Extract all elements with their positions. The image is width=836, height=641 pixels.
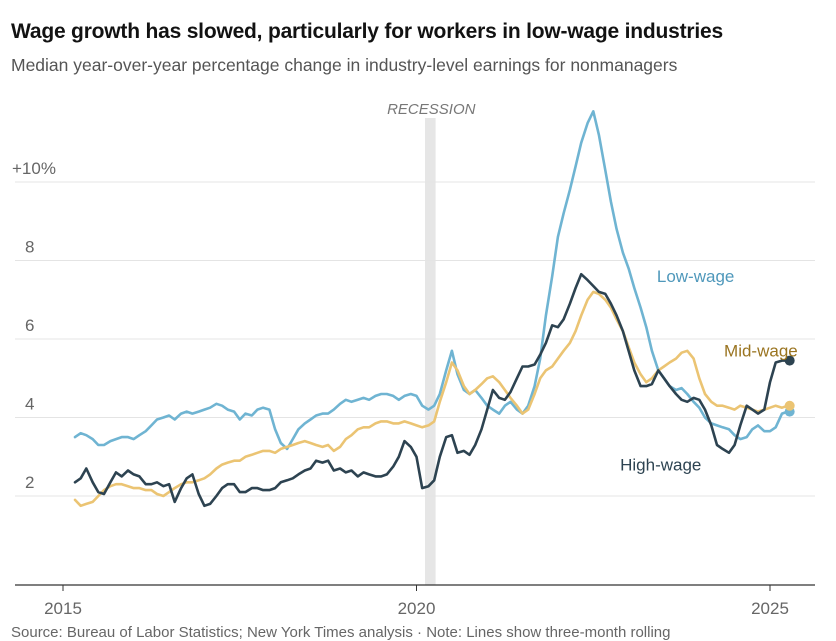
recession-label: RECESSION [387, 101, 476, 118]
x-tick-label: 2025 [751, 599, 789, 618]
y-tick-label: 6 [25, 316, 34, 335]
chart-subtitle: Median year-over-year percentage change … [11, 55, 678, 75]
x-tick-label: 2015 [44, 599, 82, 618]
source-note: Source: Bureau of Labor Statistics; New … [11, 624, 671, 641]
series-label-low-wage: Low-wage [657, 267, 735, 286]
y-tick-label: 2 [25, 473, 34, 492]
series-label-high-wage: High-wage [620, 455, 701, 474]
x-tick-label: 2020 [398, 599, 436, 618]
series-label-mid-wage: Mid-wage [724, 342, 798, 361]
series-line-high-wage [73, 272, 789, 508]
y-tick-label: 4 [25, 395, 34, 414]
series-end-dot-high-wage [784, 355, 795, 366]
wage-growth-line-chart: RECESSION 2 4 6 8 +10% 2015 2020 2025 Low-wage… [12, 101, 815, 618]
chart-title: Wage growth has slowed, particularly for… [11, 20, 724, 43]
series-end-dot-mid-wage [784, 400, 795, 411]
y-tick-label: 8 [25, 238, 34, 257]
recession-band [424, 118, 436, 585]
series-line-mid-wage [73, 290, 789, 508]
y-tick-label: +10% [12, 159, 56, 178]
